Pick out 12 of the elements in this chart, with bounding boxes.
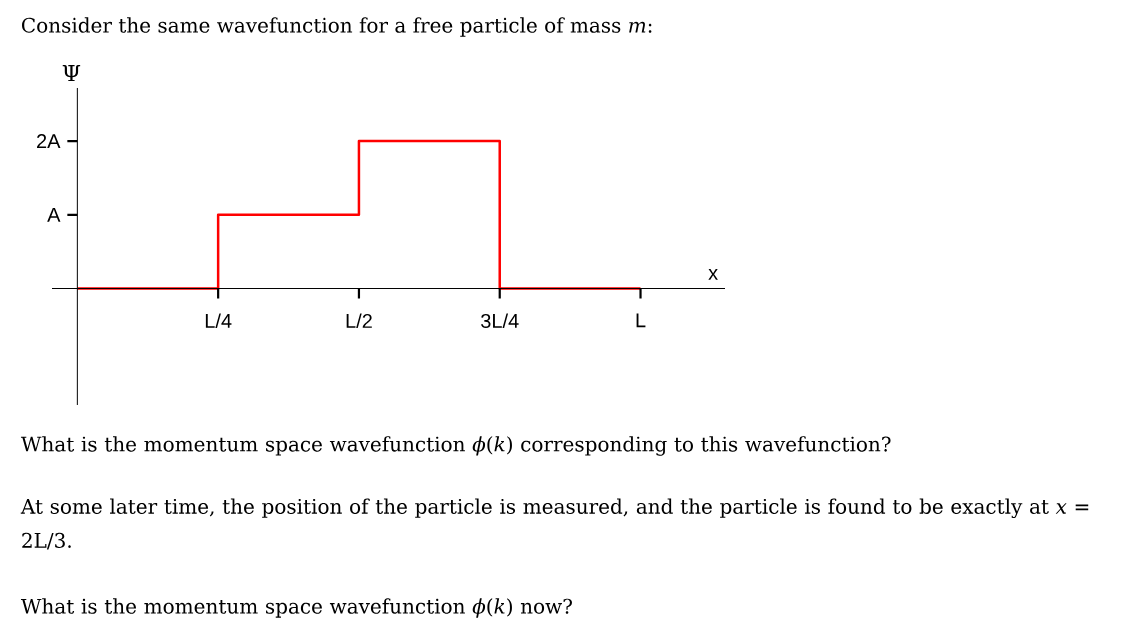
chart-title: Consider the same wavefunction for a free particle of mass m:: [22, 17, 652, 37]
x-tick-label: L/2: [346, 313, 372, 329]
x-tick-label: L: [636, 313, 646, 328]
y-axis-title: Ψ: [62, 65, 81, 82]
x-tick-label: L/4: [205, 313, 232, 329]
x-axis-title: x: [708, 269, 718, 280]
text: At some later time, the position of the particle is measured, and the particle is found to be exactly at x = 2L/3.: [20, 498, 1089, 550]
annotation: A: [47, 207, 61, 222]
annotation: 2A: [37, 134, 61, 149]
text: What is the momentum space wavefunction ϕ(k) now?: [20, 598, 572, 618]
text: What is the momentum space wavefunction ϕ(k) corresponding to this wavefunction?: [20, 436, 891, 456]
x-tick-label: 3L/4: [481, 313, 519, 329]
